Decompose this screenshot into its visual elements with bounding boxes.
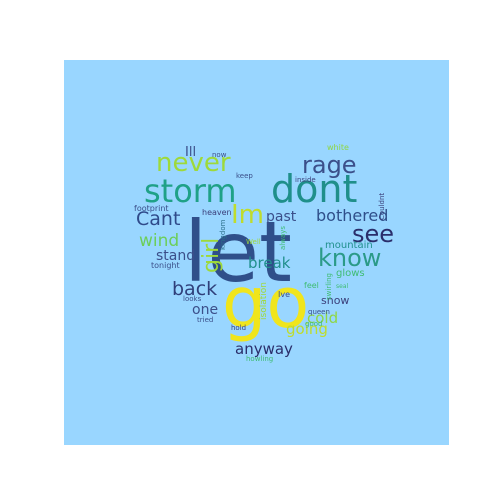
word-kingdom: kingdom <box>219 219 227 250</box>
word-white: white <box>327 143 349 152</box>
word-seal: seal <box>336 283 349 290</box>
word-isolation: isolation <box>259 282 269 320</box>
word-Ive: Ive <box>278 290 291 299</box>
word-back: back <box>172 278 218 300</box>
word-swirling: swirling <box>325 273 333 300</box>
word-go: go <box>222 262 310 344</box>
word-dont: dont <box>271 167 358 211</box>
word-storm: storm <box>144 172 237 210</box>
word-queen: queen <box>308 308 330 316</box>
word-heaven: heaven <box>202 208 232 217</box>
word-bothered: bothered <box>316 206 389 225</box>
word-mountain: mountain <box>325 240 373 251</box>
word-going: going <box>286 320 328 338</box>
word-see: see <box>352 220 395 248</box>
word-one: one <box>192 302 219 318</box>
word-feel: feel <box>304 281 319 290</box>
word-past: past <box>266 209 297 225</box>
word-break: break <box>248 254 291 272</box>
word-tried: tried <box>197 316 214 324</box>
word-footprint: footprint <box>134 204 169 213</box>
word-rage: rage <box>302 151 357 179</box>
word-Cant: Cant <box>136 208 181 230</box>
wordcloud-panel: let go dont storm never rage know see Im… <box>64 60 449 445</box>
word-good: good <box>305 320 323 328</box>
word-let: let <box>184 203 292 301</box>
word-keep: keep <box>236 172 253 180</box>
word-tonight: tonight <box>151 261 180 270</box>
word-Ill: Ill <box>185 145 197 160</box>
word-now: now <box>212 151 227 159</box>
word-hold: hold <box>231 324 247 332</box>
word-wind: wind <box>139 231 180 251</box>
word-always: always <box>279 225 287 250</box>
word-never: never <box>156 148 231 178</box>
word-Well: Well <box>246 238 261 246</box>
word-anyway: anyway <box>235 340 293 358</box>
word-cold: cold <box>307 309 339 327</box>
word-glows: glows <box>336 268 365 279</box>
word-howling: howling <box>246 355 274 363</box>
word-snow: snow <box>321 294 350 307</box>
word-Couldnt: Couldnt <box>378 192 386 220</box>
word-know: know <box>318 244 382 272</box>
word-looks: looks <box>183 295 202 303</box>
word-stand: stand <box>156 248 196 264</box>
word-Im: Im <box>231 200 264 230</box>
word-inside: inside <box>295 176 316 184</box>
